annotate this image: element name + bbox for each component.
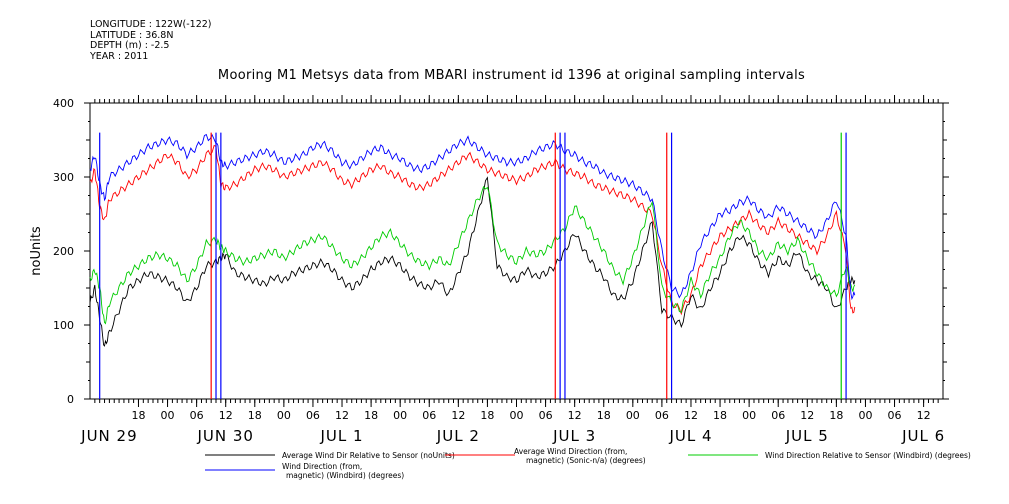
y-tick-label: 0 (67, 393, 74, 406)
x-tick-label: 06 (888, 409, 902, 422)
x-tick-label: 18 (829, 409, 843, 422)
x-tick-label: 18 (713, 409, 727, 422)
x-tick-label: 18 (597, 409, 611, 422)
x-tick-label: 00 (742, 409, 756, 422)
x-tick-label: 06 (655, 409, 669, 422)
x-tick-label: 00 (858, 409, 872, 422)
y-tick-label: 200 (53, 245, 74, 258)
x-tick-label: 12 (684, 409, 698, 422)
x-tick-label: 12 (451, 409, 465, 422)
x-tick-label: 18 (364, 409, 378, 422)
x-day-label: JUL 3 (552, 427, 596, 445)
x-tick-label: 00 (510, 409, 524, 422)
meta-latitude: LATITUDE : 36.8N (90, 29, 174, 41)
x-tick-label: 12 (568, 409, 582, 422)
series-line (89, 185, 856, 325)
x-tick-label: 12 (219, 409, 233, 422)
x-day-label: JUN 30 (196, 427, 253, 445)
x-tick-label: 12 (335, 409, 349, 422)
series-group (89, 132, 856, 399)
chart-title: Mooring M1 Metsys data from MBARI instru… (217, 68, 806, 83)
x-tick-label: 12 (800, 409, 814, 422)
meta-year: YEAR : 2011 (90, 50, 149, 62)
x-day-label: JUL 6 (901, 427, 945, 445)
x-tick-label: 18 (131, 409, 145, 422)
x-tick-label: 00 (277, 409, 291, 422)
y-axis-label: noUnits (29, 226, 44, 276)
y-tick-label: 300 (53, 171, 74, 184)
x-day-label: JUL 5 (785, 427, 829, 445)
x-day-label: JUN 29 (80, 427, 137, 445)
x-tick-label: 00 (161, 409, 175, 422)
legend-label-line2: magnetic) (Sonic-n/a) (degrees) (526, 456, 646, 465)
meta-depth: DEPTH (m) : -2.5 (90, 40, 170, 51)
x-tick-label: 06 (422, 409, 436, 422)
metadata-block: LONGITUDE : 122W(-122) LATITUDE : 36.8N … (90, 19, 212, 62)
y-tick-label: 400 (53, 97, 74, 110)
meta-longitude: LONGITUDE : 122W(-122) (90, 19, 212, 30)
y-tick-label: 100 (53, 319, 74, 332)
x-tick-label: 00 (626, 409, 640, 422)
series-line (89, 144, 856, 316)
x-day-label: JUL 4 (668, 427, 712, 445)
x-tick-label: 06 (539, 409, 553, 422)
x-tick-label: 06 (306, 409, 320, 422)
x-tick-label: 06 (190, 409, 204, 422)
x-tick-label: 18 (248, 409, 262, 422)
x-tick-label: 18 (480, 409, 494, 422)
x-tick-label: 06 (771, 409, 785, 422)
legend-label-line1: Average Wind Direction (from, (514, 447, 627, 456)
series-line (89, 176, 856, 347)
x-day-label: JUL 2 (436, 427, 480, 445)
legend-label-line2: magnetic) (Windbird) (degrees) (286, 471, 404, 480)
series-line (89, 133, 856, 301)
x-tick-label: 12 (917, 409, 931, 422)
legend-label: Average Wind Direction (from, magnetic) (… (514, 447, 646, 465)
legend-label: Wind Direction (from, magnetic) (Windbird… (282, 462, 404, 480)
legend-label: Wind Direction Relative to Sensor (Windb… (765, 451, 971, 460)
x-tick-label: 00 (393, 409, 407, 422)
legend-label-line1: Wind Direction (from, (282, 462, 362, 471)
x-day-label: JUL 1 (319, 427, 363, 445)
legend-label: Average Wind Dir Relative to Sensor (noU… (282, 451, 455, 460)
